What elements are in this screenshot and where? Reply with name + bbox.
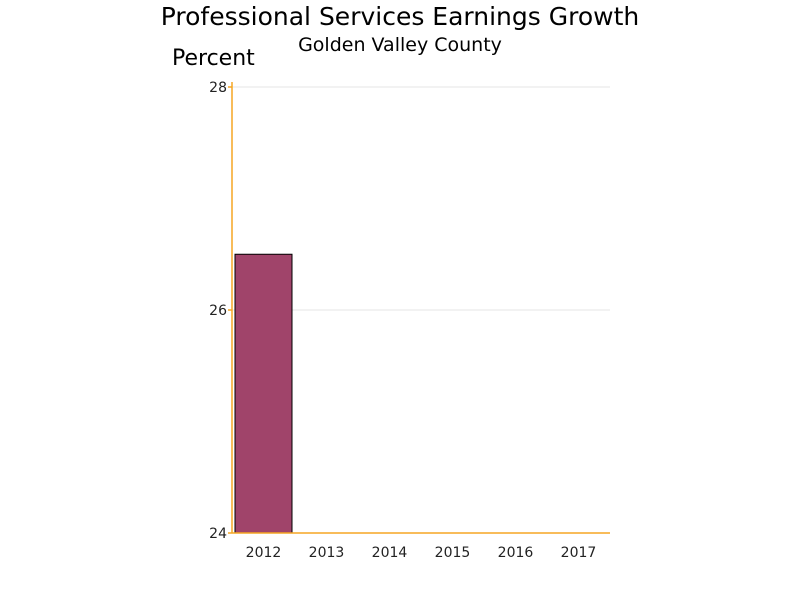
x-tick-label-2015: 2015 xyxy=(435,545,471,561)
x-tick-label-2013: 2013 xyxy=(309,545,345,561)
y-axis-label: Percent xyxy=(172,46,255,71)
bar-2012 xyxy=(234,253,293,534)
chart-subtitle: Golden Valley County xyxy=(298,34,502,56)
x-tick-label-2017: 2017 xyxy=(561,545,597,561)
x-tick-label-2014: 2014 xyxy=(372,545,408,561)
y-tick-label-28: 28 xyxy=(209,80,227,96)
x-tick-label-2012: 2012 xyxy=(246,545,282,561)
y-tick-label-24: 24 xyxy=(209,526,227,542)
chart-title: Professional Services Earnings Growth xyxy=(160,2,640,31)
x-tick-label-2016: 2016 xyxy=(498,545,534,561)
y-tick-label-26: 26 xyxy=(209,303,227,319)
